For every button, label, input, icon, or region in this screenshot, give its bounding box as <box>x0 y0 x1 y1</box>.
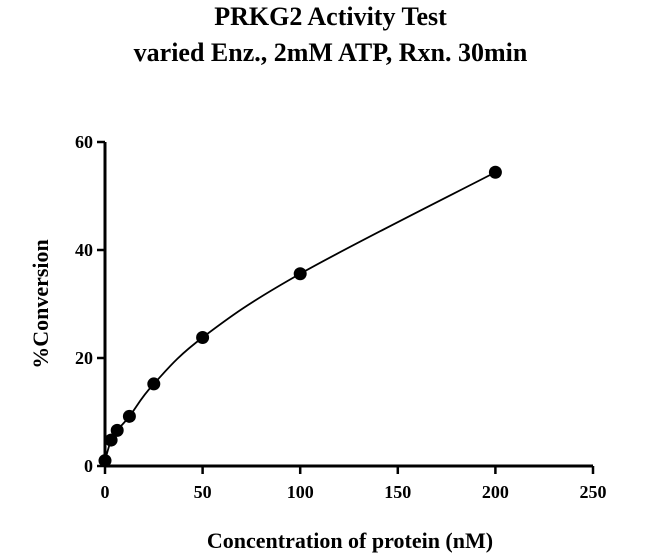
x-tick-label: 50 <box>194 482 212 502</box>
data-point <box>147 377 161 391</box>
y-axis-label: %Conversion <box>28 239 53 369</box>
x-tick-label: 150 <box>384 482 411 502</box>
x-tick-label: 250 <box>580 482 607 502</box>
y-tick-label: 40 <box>75 240 93 260</box>
data-point <box>110 423 124 437</box>
axes: 0 50 100 150 200 250 0 20 40 60 <box>75 132 607 502</box>
data-point <box>293 267 307 281</box>
data-series <box>98 165 502 468</box>
data-point <box>196 330 210 344</box>
data-point <box>104 433 118 447</box>
x-tick-label: 200 <box>482 482 509 502</box>
y-tick-label: 20 <box>75 348 93 368</box>
y-tick-label: 0 <box>84 456 93 476</box>
x-tick-label: 0 <box>101 482 110 502</box>
series-line <box>104 171 496 461</box>
chart-title: PRKG2 Activity Test <box>214 2 447 31</box>
data-point <box>98 454 112 468</box>
chart-subtitle: varied Enz., 2mM ATP, Rxn. 30min <box>133 38 528 67</box>
y-tick-label: 60 <box>75 132 93 152</box>
x-axis-label: Concentration of protein (nM) <box>207 528 493 553</box>
data-point <box>488 165 502 179</box>
x-tick-label: 100 <box>287 482 314 502</box>
data-point <box>122 409 136 423</box>
